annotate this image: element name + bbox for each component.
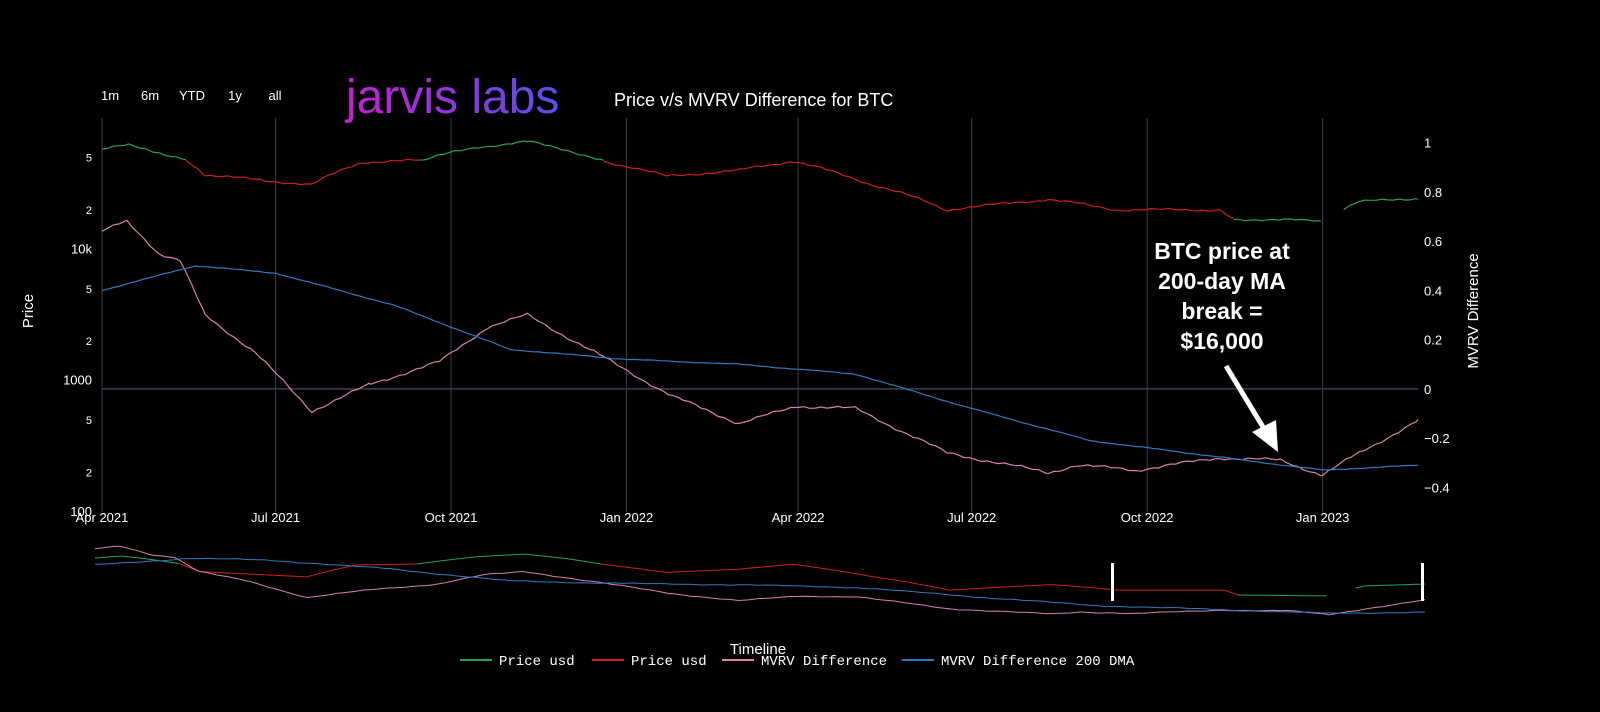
navigator-line bbox=[94, 557, 1426, 614]
range-navigator[interactable] bbox=[94, 545, 1426, 616]
y-axis-left-label: Price bbox=[20, 294, 37, 328]
range-selector: 1m 6m YTD 1y all bbox=[101, 88, 282, 103]
legend-label[interactable]: Price usd bbox=[499, 654, 575, 670]
series-line-mvrv-difference bbox=[101, 219, 1419, 477]
annotation-line-2: 200-day MA bbox=[1158, 268, 1286, 294]
series-line-price-usd bbox=[1343, 197, 1419, 211]
annotation-line-1: BTC price at bbox=[1154, 238, 1290, 264]
y-left-tick: 10k bbox=[71, 241, 92, 256]
navigator-handle-left[interactable] bbox=[1111, 563, 1114, 601]
legend-label[interactable]: Price usd bbox=[631, 654, 707, 670]
navigator-line bbox=[94, 555, 180, 565]
annotation-arrow-head bbox=[1252, 420, 1278, 452]
legend: Price usd Price usd MVRV Difference MVRV… bbox=[460, 654, 1135, 670]
y-axis-left-ticks: 100 2 5 1000 2 5 10k 2 5 bbox=[63, 153, 92, 519]
legend-label[interactable]: MVRV Difference bbox=[761, 654, 887, 670]
y-right-tick: −0.4 bbox=[1424, 480, 1450, 495]
navigator-handle-right[interactable] bbox=[1421, 563, 1424, 601]
jarvis-labs-logo: jarvis labs bbox=[344, 71, 559, 124]
y-left-tick: 2 bbox=[86, 205, 92, 217]
x-tick: Apr 2022 bbox=[772, 510, 825, 525]
y-right-tick: 0 bbox=[1424, 382, 1431, 397]
series-line-price-usd bbox=[185, 158, 421, 186]
series-line-price-usd bbox=[101, 143, 186, 161]
grid bbox=[101, 118, 1418, 512]
series-line-price-usd bbox=[420, 140, 604, 161]
annotation-line-4: $16,000 bbox=[1180, 328, 1263, 354]
series bbox=[101, 140, 1419, 477]
y-left-tick: 5 bbox=[86, 284, 92, 296]
y-right-tick: −0.2 bbox=[1424, 431, 1450, 446]
legend-label[interactable]: MVRV Difference 200 DMA bbox=[941, 654, 1135, 670]
y-left-tick: 5 bbox=[86, 153, 92, 165]
x-tick: Apr 2021 bbox=[76, 510, 129, 525]
y-left-tick: 100 bbox=[70, 504, 92, 519]
y-left-tick: 1000 bbox=[63, 373, 92, 388]
x-tick: Jan 2023 bbox=[1296, 510, 1350, 525]
y-right-tick: 0.8 bbox=[1424, 185, 1442, 200]
navigator-line bbox=[1355, 583, 1426, 589]
annotation-line-3: break = bbox=[1181, 298, 1262, 324]
series-line-price-usd bbox=[603, 160, 1234, 219]
x-tick: Jul 2021 bbox=[251, 510, 300, 525]
x-axis-label: Timeline bbox=[730, 641, 786, 658]
navigator-line bbox=[416, 553, 602, 565]
range-button-1m[interactable]: 1m bbox=[101, 88, 119, 103]
x-axis-ticks: Apr 2021 Jul 2021 Oct 2021 Jan 2022 Apr … bbox=[76, 510, 1350, 525]
y-axis-right-ticks: 1 0.8 0.6 0.4 0.2 0 −0.2 −0.4 bbox=[1424, 136, 1450, 496]
annotation-arrow-shaft bbox=[1223, 364, 1269, 434]
range-button-1y[interactable]: 1y bbox=[228, 88, 242, 103]
navigator-line bbox=[94, 545, 1426, 616]
navigator-line bbox=[179, 563, 417, 578]
series-line-price-usd bbox=[1233, 218, 1321, 222]
navigator-line bbox=[601, 563, 1239, 596]
range-button-6m[interactable]: 6m bbox=[141, 88, 159, 103]
y-right-tick: 0.2 bbox=[1424, 333, 1442, 348]
x-tick: Jul 2022 bbox=[947, 510, 996, 525]
chart-title: Price v/s MVRV Difference for BTC bbox=[614, 90, 893, 110]
x-tick: Oct 2021 bbox=[425, 510, 478, 525]
range-button-ytd[interactable]: YTD bbox=[179, 88, 205, 103]
series-line-mvrv-difference-200-dma bbox=[101, 265, 1419, 471]
y-left-tick: 2 bbox=[86, 467, 92, 479]
y-left-tick: 2 bbox=[86, 336, 92, 348]
range-button-all[interactable]: all bbox=[268, 88, 281, 103]
y-right-tick: 0.6 bbox=[1424, 234, 1442, 249]
x-tick: Oct 2022 bbox=[1121, 510, 1174, 525]
y-axis-right-label: MVRV Difference bbox=[1465, 253, 1482, 368]
y-left-tick: 5 bbox=[86, 415, 92, 427]
y-right-tick: 0.4 bbox=[1424, 283, 1442, 298]
x-tick: Jan 2022 bbox=[600, 510, 654, 525]
navigator-line bbox=[1237, 594, 1327, 597]
y-right-tick: 1 bbox=[1424, 136, 1431, 151]
annotation: BTC price at 200-day MA break = $16,000 bbox=[1154, 238, 1290, 452]
